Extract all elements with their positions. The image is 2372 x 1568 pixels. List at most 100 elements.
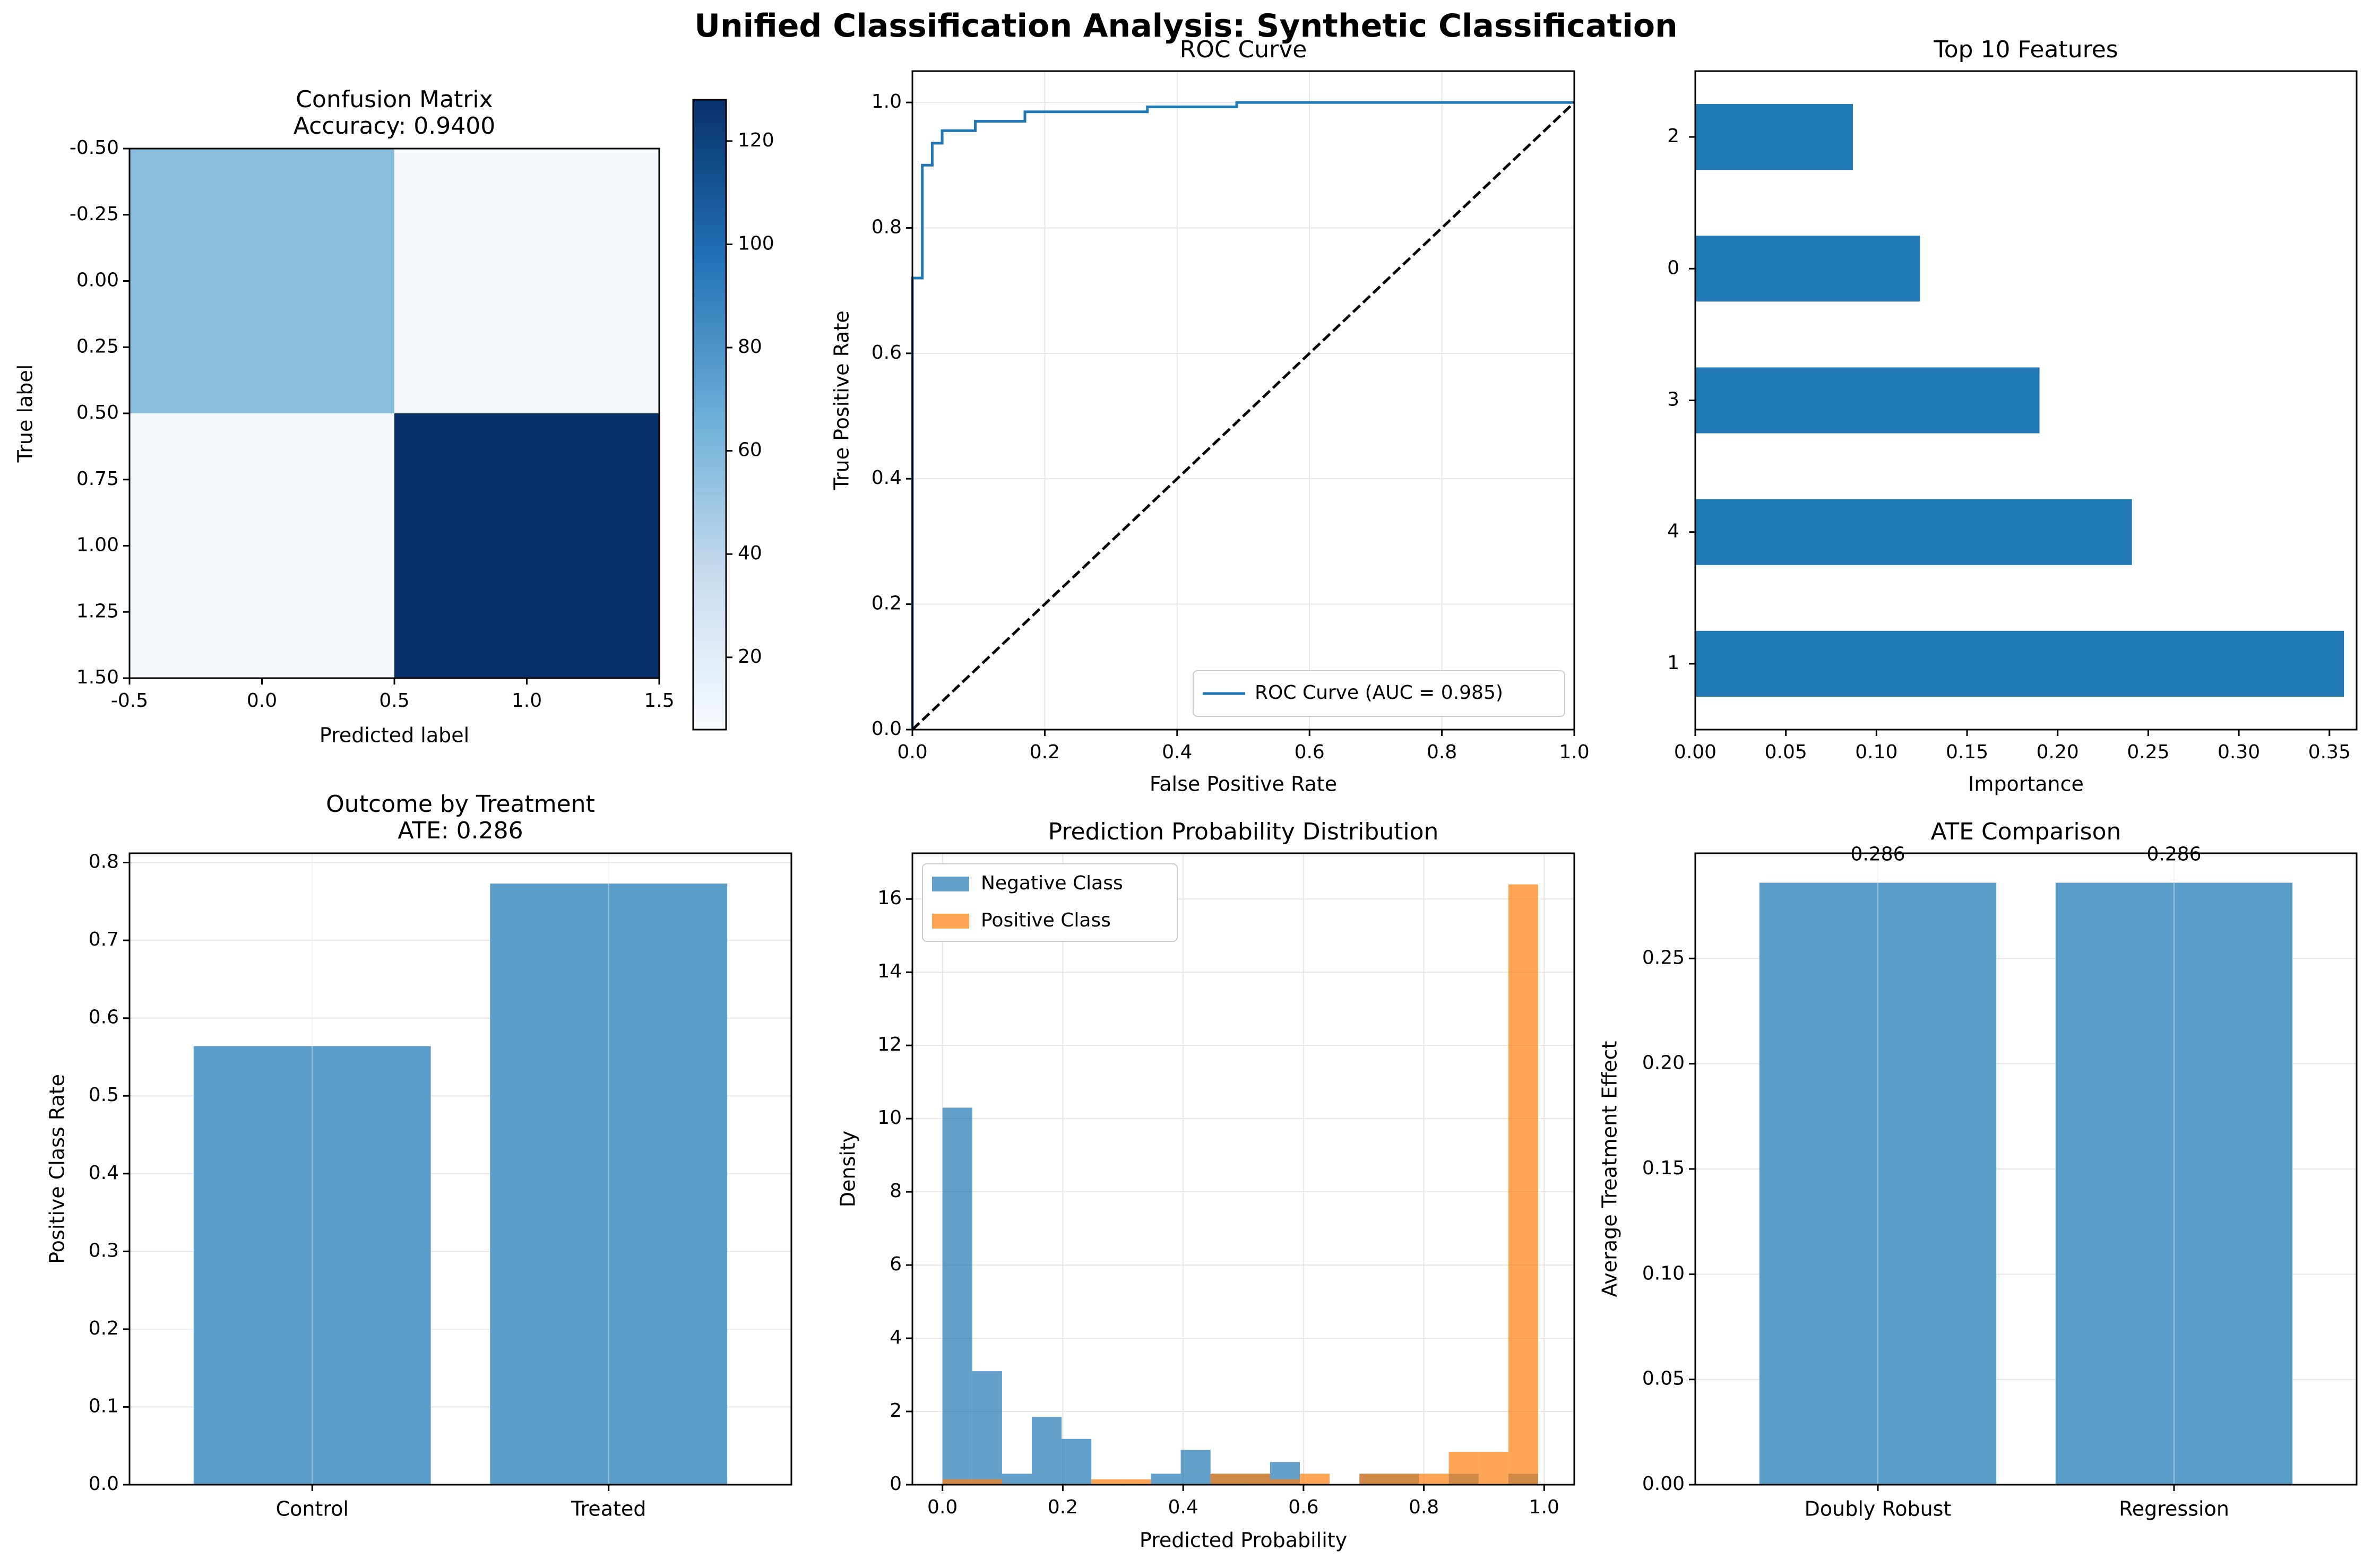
x-tick-label: 0.0 (247, 690, 277, 712)
y-tick-label: 0.3 (89, 1240, 119, 1261)
axes-title: Outcome by Treatment (326, 791, 595, 818)
y-axis-label: Density (836, 1131, 860, 1207)
data-label: 0.286 (2146, 844, 2201, 865)
negative-class-bar (1151, 1474, 1181, 1485)
axes-title: ROC Curve (1180, 36, 1307, 63)
x-tick-label: 0.00 (1674, 741, 1717, 763)
y-tick-label: 12 (877, 1034, 902, 1055)
axes-title: Accuracy: 0.9400 (294, 112, 495, 140)
x-axis-label: Predicted Probability (1140, 1529, 1347, 1552)
positive-class-bar (1389, 1474, 1419, 1485)
y-axis-label: Average Treatment Effect (1598, 1041, 1621, 1297)
positive-class-bar (1508, 884, 1538, 1485)
y-tick-label: 2 (1667, 125, 1679, 147)
colorbar (692, 99, 727, 731)
axes-frame (128, 852, 792, 1486)
y-tick-label: 1.25 (76, 600, 119, 622)
legend-box (1193, 670, 1565, 717)
heatmap-cell (130, 413, 394, 678)
colorbar-tick-label: 20 (738, 646, 762, 668)
y-tick-label: 2 (890, 1400, 902, 1422)
heatmap-cell (394, 413, 659, 678)
x-tick-label: 0.4 (1162, 741, 1192, 763)
x-axis-label: Predicted label (320, 724, 469, 747)
positive-class-bar (1419, 1474, 1449, 1485)
y-tick-label: 1.0 (872, 91, 902, 112)
y-tick-label: 0.0 (872, 718, 902, 740)
positive-class-bar (942, 1479, 972, 1485)
legend-label: Negative Class (981, 872, 1123, 894)
y-tick-label: 0 (1667, 257, 1679, 279)
y-tick-label: 0.8 (89, 851, 119, 873)
y-tick-label: 0.6 (89, 1007, 119, 1028)
y-tick-label: 0.7 (89, 929, 119, 950)
y-tick-label: 0.20 (1642, 1052, 1685, 1074)
x-tick-label: 0.0 (927, 1496, 958, 1518)
x-tick-label: -0.5 (111, 690, 148, 712)
negative-class-bar (1032, 1417, 1062, 1485)
axes-frame (1694, 70, 2358, 731)
y-tick-label: 14 (877, 960, 902, 982)
x-tick-label: 0.0 (897, 741, 927, 763)
y-tick-label: 0.15 (1642, 1157, 1685, 1179)
y-tick-label: 0.10 (1642, 1262, 1685, 1284)
y-tick-label: 4 (890, 1327, 902, 1348)
heatmap-cell (130, 149, 394, 413)
positive-class-bar (1300, 1474, 1330, 1485)
positive-class-bar (1448, 1451, 1479, 1485)
y-tick-label: 0 (890, 1473, 902, 1495)
y-axis-label: True Positive Rate (830, 310, 853, 491)
y-axis-label: Positive Class Rate (46, 1074, 69, 1264)
y-tick-label: 0.1 (89, 1395, 119, 1417)
x-tick-label: 0.20 (2037, 741, 2079, 763)
negative-class-bar (1062, 1439, 1092, 1485)
y-tick-label: 0.75 (76, 468, 119, 490)
negative-class-bar (942, 1107, 972, 1485)
positive-class-bar (1121, 1479, 1151, 1485)
colorbar-tick-label: 120 (738, 129, 774, 151)
y-tick-label: 0.8 (872, 216, 902, 238)
negative-class-bar (972, 1371, 1002, 1485)
legend-swatch (932, 914, 969, 929)
y-axis-label: True label (14, 365, 37, 463)
positive-class-bar (972, 1479, 1002, 1485)
y-tick-label: 8 (890, 1180, 902, 1202)
x-tick-label: 0.35 (2308, 741, 2351, 763)
feature-bar (1695, 499, 2132, 565)
legend-swatch (932, 877, 969, 891)
axes-frame (911, 70, 1575, 731)
figure-title: Unified Classification Analysis: Synthet… (694, 7, 1678, 45)
x-tick-label: 1.0 (1559, 741, 1589, 763)
axes-frame (911, 852, 1575, 1486)
y-tick-label: 0.25 (1642, 947, 1685, 968)
diagonal-reference-line (911, 101, 1575, 731)
y-tick-label: 10 (877, 1107, 902, 1129)
feature-bar (1695, 367, 2040, 434)
x-tick-label: 0.4 (1168, 1496, 1198, 1518)
y-tick-label: 0.25 (76, 335, 119, 357)
x-tick-label: 0.8 (1409, 1496, 1439, 1518)
y-tick-label: 0.4 (872, 467, 902, 489)
heatmap-cell (394, 149, 659, 413)
axes-title: Prediction Probability Distribution (1048, 818, 1439, 845)
positive-class-bar (1091, 1479, 1122, 1485)
x-tick-label: 0.15 (1946, 741, 1988, 763)
roc-series-line (911, 101, 1574, 730)
y-tick-label: 0.05 (1642, 1368, 1685, 1390)
y-tick-label: 0.5 (89, 1084, 119, 1106)
x-tick-label: Control (276, 1497, 349, 1521)
feature-bar (1695, 236, 1920, 302)
axes-title: Top 10 Features (1933, 36, 2118, 63)
x-tick-label: 0.30 (2218, 741, 2260, 763)
y-tick-label: 4 (1667, 521, 1679, 542)
y-tick-label: 0.00 (76, 270, 119, 291)
x-tick-label: Doubly Robust (1805, 1497, 1952, 1521)
y-tick-label: 0.4 (89, 1162, 119, 1184)
legend-box (922, 863, 1178, 942)
y-tick-label: 3 (1667, 389, 1679, 411)
x-tick-label: 0.2 (1030, 741, 1060, 763)
positive-class-bar (1210, 1474, 1240, 1485)
axes-title: Confusion Matrix (296, 86, 493, 113)
x-tick-label: 0.5 (379, 690, 409, 712)
